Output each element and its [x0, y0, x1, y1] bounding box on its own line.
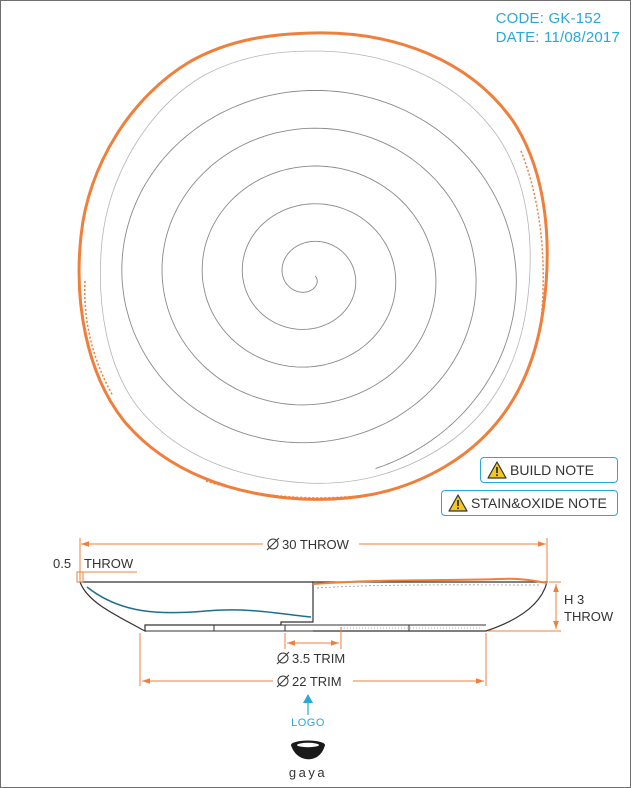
drawing-date: DATE: 11/08/2017 [495, 29, 620, 46]
dim-wall-box [76, 571, 84, 583]
dim-height-throw: THROW [564, 609, 614, 624]
plate-top-view [77, 31, 549, 501]
inner-rim-ring [100, 50, 531, 484]
dim-wall-throw: THROW [84, 556, 134, 571]
rim-texture-bottom [205, 480, 392, 499]
dim-3.5-label: 3.5 TRIM [292, 651, 345, 666]
warning-icon [448, 494, 468, 512]
bowl-logo-icon [291, 740, 325, 760]
plate-rim-outline [77, 31, 549, 501]
warning-icon [487, 461, 507, 479]
glaze-inner-curve [86, 586, 312, 618]
dim-30-label: 30 THROW [282, 537, 350, 552]
rim-texture-left [83, 280, 114, 397]
drawing-header: CODE: GK-152 DATE: 11/08/2017 [496, 9, 620, 47]
brand-name: gaya [288, 765, 328, 780]
rim-top-dotted [316, 584, 542, 589]
build-note-label: BUILD NOTE [510, 462, 595, 478]
section-right-outline [313, 581, 548, 632]
rim-top-orange [312, 577, 548, 585]
stain-oxide-note-label: STAIN&OXIDE NOTE [471, 495, 607, 511]
rim-texture-right [520, 150, 544, 322]
build-note-button[interactable]: BUILD NOTE [480, 457, 618, 483]
arrow-up-icon [303, 694, 313, 715]
dim-22-label: 22 TRIM [292, 674, 342, 689]
diameter-icon [266, 537, 280, 551]
product-code: CODE: GK-152 [495, 10, 602, 27]
plate-section-view [79, 577, 548, 632]
logo-link[interactable]: LOGO [291, 717, 325, 729]
diameter-icon [276, 674, 290, 688]
diameter-icon [276, 651, 290, 665]
dim-wall-value: 0.5 [53, 556, 71, 571]
spiral-pattern [121, 89, 517, 470]
section-left-outline [79, 581, 314, 632]
dim-height-value: H 3 [564, 592, 584, 607]
stain-oxide-note-button[interactable]: STAIN&OXIDE NOTE [441, 490, 618, 516]
dimension-lines [76, 538, 561, 686]
